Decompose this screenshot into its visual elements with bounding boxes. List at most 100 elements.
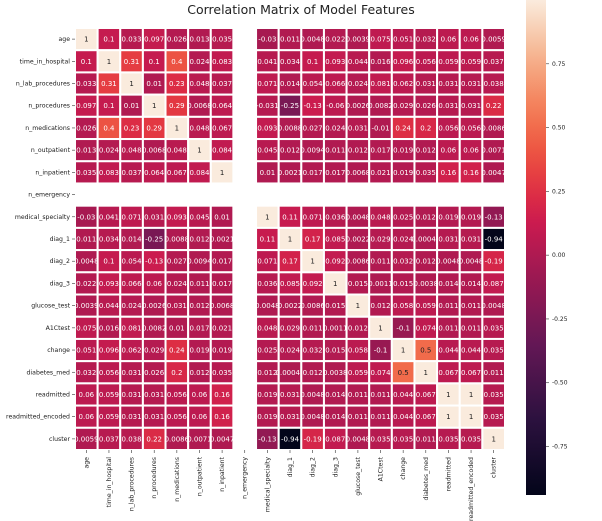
cell-value-label: 0.017: [303, 169, 323, 177]
cell-value-label: 0.0059: [481, 36, 506, 44]
cell-value-label: 0.0088: [278, 124, 303, 132]
colorbar: -0.75 -0.50 -0.25 0.00 0.25 0.50 0.75: [526, 0, 568, 495]
cell-value-label: 0.012: [348, 324, 368, 332]
cell-value-label: 0.037: [122, 169, 142, 177]
cell-value-label: 0.027: [303, 124, 323, 132]
heatmap-cell: [255, 182, 280, 207]
cell-value-label: 0.029: [393, 102, 413, 110]
x-tick-label: age: [83, 457, 90, 469]
cell-value-label: 0.0011: [368, 280, 393, 288]
heatmap-cell: [232, 204, 258, 229]
cell-value-label: 0.054: [122, 258, 143, 266]
x-tick-label: n_lab_procedures: [129, 457, 136, 511]
cell-value-label: 0.012: [189, 236, 209, 244]
cell-value-label: 0.035: [484, 347, 504, 355]
cell-value-label: 0.019: [257, 391, 277, 399]
cell-value-label: 0.17: [282, 258, 298, 266]
cell-value-label: 0.29: [169, 102, 185, 110]
cell-value-label: 0.31: [124, 58, 140, 66]
cell-value-label: 0.031: [438, 236, 458, 244]
cell-value-label: 0.081: [122, 324, 142, 332]
cell-value-label: 0.092: [303, 280, 323, 288]
heatmap-cell: [232, 93, 258, 118]
cell-value-label: 0.24: [395, 124, 411, 132]
heatmap-cell: [232, 360, 258, 385]
x-tick-label: change: [400, 457, 407, 480]
colorbar-tick-label: 0.75: [552, 61, 566, 68]
cell-value-label: 0.011: [461, 302, 481, 310]
cell-value-label: 0.051: [393, 36, 413, 44]
x-tick-label: readmitted: [445, 457, 452, 491]
cell-value-label: 0.024: [122, 302, 143, 310]
y-tick-label: diag_2: [50, 258, 70, 265]
cell-value-label: 0.016: [99, 324, 120, 332]
cell-value-label: 0.056: [461, 124, 482, 132]
cell-value-label: 0.093: [167, 213, 187, 221]
cell-value-label: 0.037: [484, 58, 504, 66]
cell-value-label: 0.093: [257, 124, 277, 132]
cell-value-label: 0.012: [303, 369, 323, 377]
cell-value-label: 0.033: [122, 36, 142, 44]
heatmap-cell: [232, 160, 258, 185]
y-tick-label: medical_specialty: [15, 214, 71, 221]
cell-value-label: 0.019: [461, 213, 481, 221]
cell-value-label: 0.093: [325, 58, 345, 66]
cell-value-label: 0.16: [441, 169, 457, 177]
cell-value-label: 0.00048: [411, 236, 440, 244]
cell-value-label: 0.031: [280, 413, 300, 421]
cell-value-label: 0.0082: [142, 324, 167, 332]
cell-value-label: 0.0048: [346, 435, 371, 443]
cell-value-label: 1: [469, 413, 473, 421]
cell-value-label: 0.081: [371, 80, 391, 88]
heatmap-cell: [187, 182, 212, 207]
cell-value-label: 1: [446, 413, 450, 421]
cell-value-label: 0.014: [461, 280, 482, 288]
x-tick-label: cluster: [491, 457, 498, 478]
heatmap-cell: [96, 182, 122, 207]
cell-value-label: 0.01: [214, 213, 230, 221]
cell-value-label: 0.012: [416, 258, 436, 266]
cell-value-label: 0.035: [416, 169, 436, 177]
cell-value-label: 0.035: [371, 435, 391, 443]
cell-value-label: 0.019: [393, 147, 413, 155]
x-tick-label: diabetes_med: [423, 457, 430, 501]
heatmap-cell: [232, 249, 258, 274]
cell-value-label: 0.06: [192, 413, 208, 421]
cell-value-label: 0.01: [124, 102, 140, 110]
cell-value-label: 0.0094: [187, 258, 212, 266]
cell-value-label: 0.024: [393, 236, 414, 244]
cell-value-label: 0.0048: [300, 391, 325, 399]
cell-value-label: 0.036: [325, 213, 346, 221]
cell-value-label: 0.064: [144, 169, 165, 177]
cell-value-label: 0.067: [212, 124, 232, 132]
y-tick-label: diag_3: [50, 280, 70, 287]
cell-value-label: 0.1: [103, 258, 114, 266]
colorbar-tick-label: 0.25: [552, 188, 566, 195]
y-tick-label: time_in_hospital: [20, 58, 71, 65]
x-tick-label: n_inpatient: [219, 456, 226, 491]
cell-value-label: 0.026: [167, 36, 188, 44]
x-tick-label: n_medications: [174, 457, 181, 502]
cell-value-label: 0.017: [325, 169, 345, 177]
cell-value-label: 0.011: [371, 391, 391, 399]
cell-value-label: 0.059: [438, 58, 458, 66]
cell-value-label: 0.087: [325, 435, 345, 443]
heatmap-cell: [232, 71, 258, 96]
cell-value-label: 0.0047: [210, 435, 235, 443]
cell-value-label: 0.1: [81, 58, 92, 66]
cell-value-label: 0.085: [325, 236, 345, 244]
colorbar-tick-label: 0.50: [552, 125, 566, 132]
heatmap-cell: [345, 182, 371, 207]
x-tick-label: diag_2: [310, 457, 317, 477]
cell-value-label: 0.074: [416, 324, 437, 332]
colorbar-tick-label: -0.25: [552, 316, 568, 323]
cell-value-label: -0.13: [485, 213, 503, 221]
cell-value-label: 0.097: [144, 36, 164, 44]
cell-value-label: 0.044: [348, 58, 369, 66]
heatmap-cell: [74, 182, 99, 207]
cell-value-label: 0.048: [371, 213, 391, 221]
cell-value-label: 0.045: [189, 213, 209, 221]
cell-value-label: 0.084: [212, 147, 233, 155]
heatmap-cell: [481, 182, 506, 207]
heatmap-cell: [232, 49, 258, 74]
